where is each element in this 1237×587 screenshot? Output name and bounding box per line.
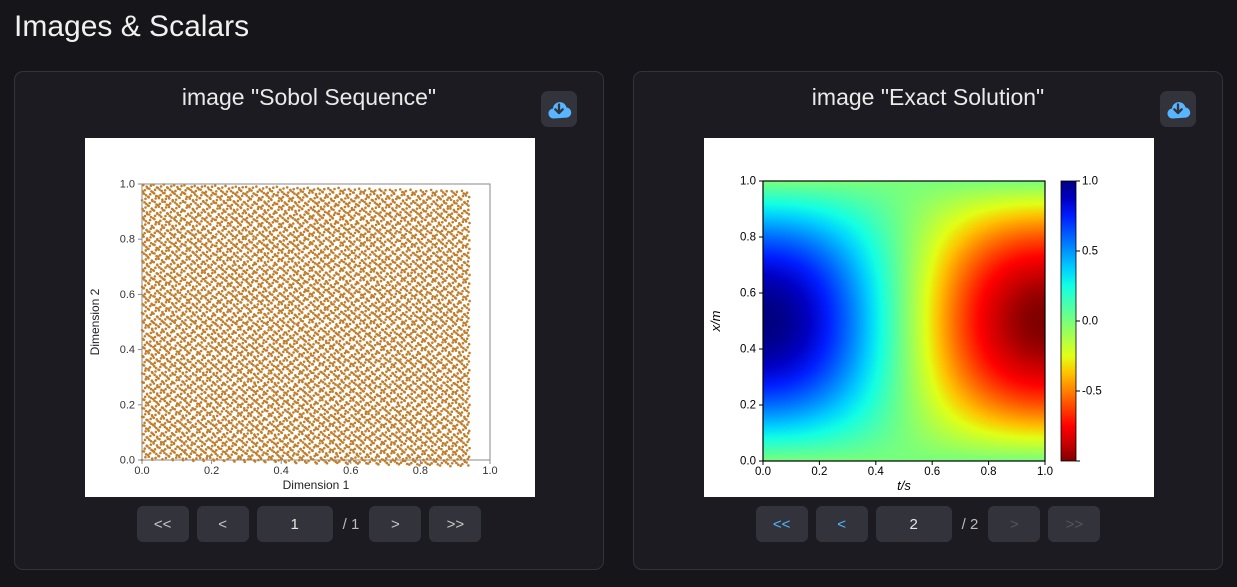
svg-text:Dimension 1: Dimension 1 (283, 478, 350, 492)
svg-text:0.6: 0.6 (343, 465, 358, 477)
svg-text:0.2: 0.2 (120, 399, 135, 411)
svg-text:0.8: 0.8 (120, 234, 135, 246)
svg-text:1.0: 1.0 (120, 179, 135, 191)
svg-text:0.2: 0.2 (204, 465, 219, 477)
svg-text:Dimension 2: Dimension 2 (88, 288, 102, 355)
svg-text:0.8: 0.8 (413, 465, 428, 477)
svg-text:0.0: 0.0 (120, 455, 135, 467)
svg-text:0.6: 0.6 (120, 289, 135, 301)
svg-text:0.0: 0.0 (134, 465, 149, 477)
svg-text:0.4: 0.4 (120, 344, 135, 356)
svg-text:1.0: 1.0 (482, 465, 497, 477)
svg-text:0.4: 0.4 (274, 465, 289, 477)
